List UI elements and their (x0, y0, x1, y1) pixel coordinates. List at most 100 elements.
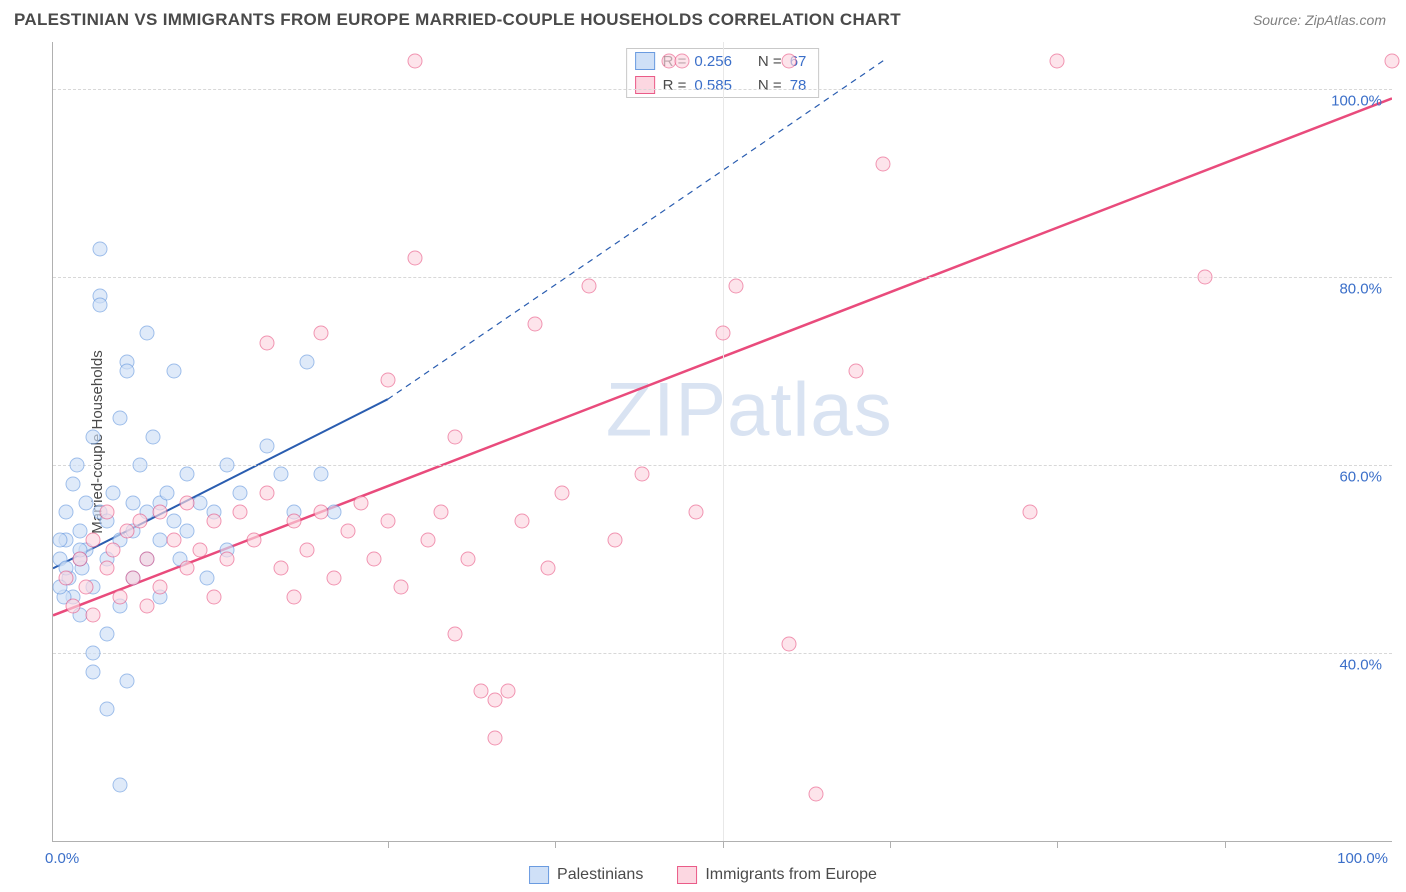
data-point (635, 467, 650, 482)
data-point (487, 693, 502, 708)
x-tick (1225, 841, 1226, 848)
data-point (179, 561, 194, 576)
data-point (193, 542, 208, 557)
data-point (179, 495, 194, 510)
data-point (434, 505, 449, 520)
data-point (99, 561, 114, 576)
data-point (179, 467, 194, 482)
data-point (420, 533, 435, 548)
data-point (99, 627, 114, 642)
x-tick (388, 841, 389, 848)
x-tick (723, 841, 724, 848)
y-tick-label: 40.0% (1339, 657, 1382, 674)
data-point (133, 514, 148, 529)
data-point (193, 495, 208, 510)
data-point (849, 364, 864, 379)
data-point (487, 730, 502, 745)
data-point (92, 241, 107, 256)
data-point (876, 157, 891, 172)
data-point (72, 552, 87, 567)
data-point (608, 533, 623, 548)
n-label: N = (758, 53, 782, 70)
data-point (233, 505, 248, 520)
x-tick (890, 841, 891, 848)
x-axis-label-right: 100.0% (1337, 850, 1388, 867)
x-axis-label-left: 0.0% (45, 850, 79, 867)
source-label: Source: ZipAtlas.com (1253, 12, 1386, 28)
data-point (119, 364, 134, 379)
data-point (273, 561, 288, 576)
data-point (146, 429, 161, 444)
data-point (300, 542, 315, 557)
data-point (70, 458, 85, 473)
y-tick-label: 80.0% (1339, 281, 1382, 298)
data-point (233, 486, 248, 501)
data-point (106, 542, 121, 557)
legend-swatch (635, 52, 655, 70)
data-point (528, 317, 543, 332)
data-point (287, 589, 302, 604)
legend-swatch (529, 866, 549, 884)
data-point (313, 326, 328, 341)
data-point (688, 505, 703, 520)
data-point (159, 486, 174, 501)
legend-label: Palestinians (557, 866, 643, 884)
data-point (206, 514, 221, 529)
legend-item: Palestinians (529, 866, 643, 884)
data-point (313, 505, 328, 520)
data-point (407, 251, 422, 266)
data-point (541, 561, 556, 576)
data-point (52, 533, 67, 548)
data-point (166, 364, 181, 379)
data-point (327, 570, 342, 585)
data-point (581, 279, 596, 294)
data-point (1385, 53, 1400, 68)
data-point (166, 533, 181, 548)
data-point (313, 467, 328, 482)
data-point (220, 458, 235, 473)
data-point (675, 53, 690, 68)
data-point (112, 777, 127, 792)
data-point (715, 326, 730, 341)
data-point (112, 589, 127, 604)
data-point (380, 514, 395, 529)
data-point (782, 636, 797, 651)
data-point (126, 495, 141, 510)
data-point (86, 646, 101, 661)
y-tick-label: 60.0% (1339, 469, 1382, 486)
data-point (461, 552, 476, 567)
gridline-v (723, 42, 724, 841)
data-point (367, 552, 382, 567)
data-point (474, 683, 489, 698)
data-point (782, 53, 797, 68)
data-point (407, 53, 422, 68)
data-point (86, 664, 101, 679)
data-point (153, 580, 168, 595)
chart-area: Married-couple Households ZIPatlas R = 0… (14, 42, 1392, 842)
data-point (86, 533, 101, 548)
data-point (119, 674, 134, 689)
data-point (66, 599, 81, 614)
data-point (106, 486, 121, 501)
data-point (206, 589, 221, 604)
data-point (1050, 53, 1065, 68)
data-point (514, 514, 529, 529)
data-point (99, 702, 114, 717)
data-point (260, 335, 275, 350)
data-point (79, 495, 94, 510)
data-point (139, 599, 154, 614)
data-point (119, 523, 134, 538)
data-point (260, 439, 275, 454)
data-point (139, 552, 154, 567)
data-point (166, 514, 181, 529)
data-point (99, 505, 114, 520)
n-value: 78 (790, 77, 807, 94)
data-point (133, 458, 148, 473)
r-label: R = (663, 77, 687, 94)
data-point (153, 505, 168, 520)
legend-swatch (635, 76, 655, 94)
data-point (327, 505, 342, 520)
data-point (72, 523, 87, 538)
data-point (92, 298, 107, 313)
data-point (273, 467, 288, 482)
